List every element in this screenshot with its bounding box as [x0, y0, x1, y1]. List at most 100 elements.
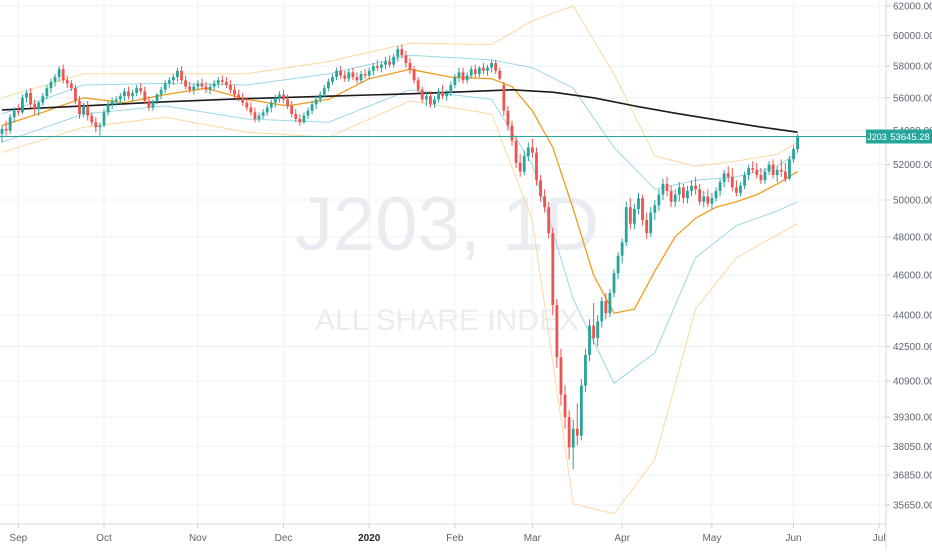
candle [253, 107, 257, 123]
candle [322, 84, 326, 98]
candle-body [314, 99, 318, 105]
candle [690, 180, 693, 197]
candle-body [694, 185, 697, 190]
candle-body [143, 91, 147, 102]
candle-body [0, 128, 4, 134]
candle [600, 296, 604, 328]
candle [367, 67, 371, 79]
candle [21, 94, 24, 115]
candle [469, 66, 473, 79]
candle-body [437, 91, 440, 100]
candle [547, 201, 551, 239]
time-axis[interactable]: Sep Oct Nov Dec 2020 Feb Mar Apr May Jun Jul [0, 523, 886, 544]
candle-body [469, 69, 473, 76]
candle [282, 89, 285, 103]
candle-body [196, 83, 200, 87]
candle [269, 99, 273, 113]
candle-body [343, 75, 347, 79]
candle-body [677, 187, 681, 195]
candle-body [788, 159, 791, 179]
candle-body [151, 101, 155, 108]
candle [176, 67, 179, 82]
candle [57, 66, 61, 82]
last-price-symbol: J203 [867, 132, 887, 142]
candle-body [424, 96, 428, 100]
candle-body [261, 112, 265, 116]
candle-body [404, 55, 408, 64]
candle [294, 109, 298, 123]
candle-body [347, 72, 351, 79]
candle [441, 84, 445, 100]
candle-body [78, 101, 81, 115]
price-axis[interactable]: 62000.0060000.0058000.0056000.0054000.00… [885, 0, 932, 550]
candle-body [123, 91, 126, 97]
candle-body [482, 67, 485, 71]
candle [429, 91, 432, 108]
time-tick-label: Apr [614, 533, 630, 544]
candle [779, 159, 783, 177]
candle [477, 66, 481, 78]
candle [502, 81, 506, 116]
candle-body [139, 88, 143, 92]
candle-body [318, 94, 322, 100]
candle-body [363, 73, 367, 76]
candle [661, 178, 665, 200]
candle-body [714, 190, 718, 199]
candle [710, 192, 714, 210]
candle [286, 94, 289, 110]
candle [37, 101, 41, 116]
candle-body [465, 75, 469, 81]
candle [571, 419, 575, 470]
candle [94, 117, 98, 133]
candle-body [351, 72, 355, 78]
candle-body [747, 168, 751, 176]
candle [229, 80, 232, 93]
candle [482, 63, 485, 74]
candle-body [563, 394, 567, 418]
time-tick-label: Jun [785, 533, 801, 544]
candle-body [514, 140, 518, 163]
time-tick-label: Jul [873, 533, 886, 544]
candle-body [290, 105, 294, 115]
candle [461, 67, 465, 84]
bollinger-bands [1, 5, 798, 515]
candle-body [310, 104, 314, 111]
candle [714, 187, 718, 202]
price-tick-label: 50000.00 [893, 195, 932, 206]
candle-body [74, 88, 77, 102]
candle-body [184, 80, 187, 87]
candle [61, 64, 65, 84]
price-tick-label: 42500.00 [893, 342, 932, 353]
candle [771, 159, 775, 179]
candle [237, 89, 241, 102]
candle [726, 166, 730, 183]
candle [522, 150, 526, 176]
candle-body [208, 86, 212, 90]
candle [335, 67, 338, 81]
candle-body [567, 417, 571, 448]
candle-body [608, 292, 612, 314]
candle-body [649, 212, 653, 234]
bb-inner-lower-line [1, 89, 798, 384]
candle-body [41, 96, 45, 103]
candle-body [657, 194, 661, 206]
candle [596, 315, 600, 347]
candle [543, 189, 547, 213]
candle [53, 73, 57, 87]
candle [535, 147, 538, 186]
candle-body [249, 107, 253, 113]
candle-body [53, 77, 57, 82]
candle-body [522, 155, 526, 172]
candle [628, 198, 632, 230]
candle-body [518, 162, 522, 172]
candle-body [551, 233, 555, 306]
candle-body [327, 81, 330, 89]
candle-body [637, 198, 640, 210]
candle-body [763, 171, 767, 181]
candle [514, 135, 518, 169]
price-tick-label: 56000.00 [893, 93, 932, 104]
candle [396, 46, 400, 62]
candle [526, 142, 530, 162]
